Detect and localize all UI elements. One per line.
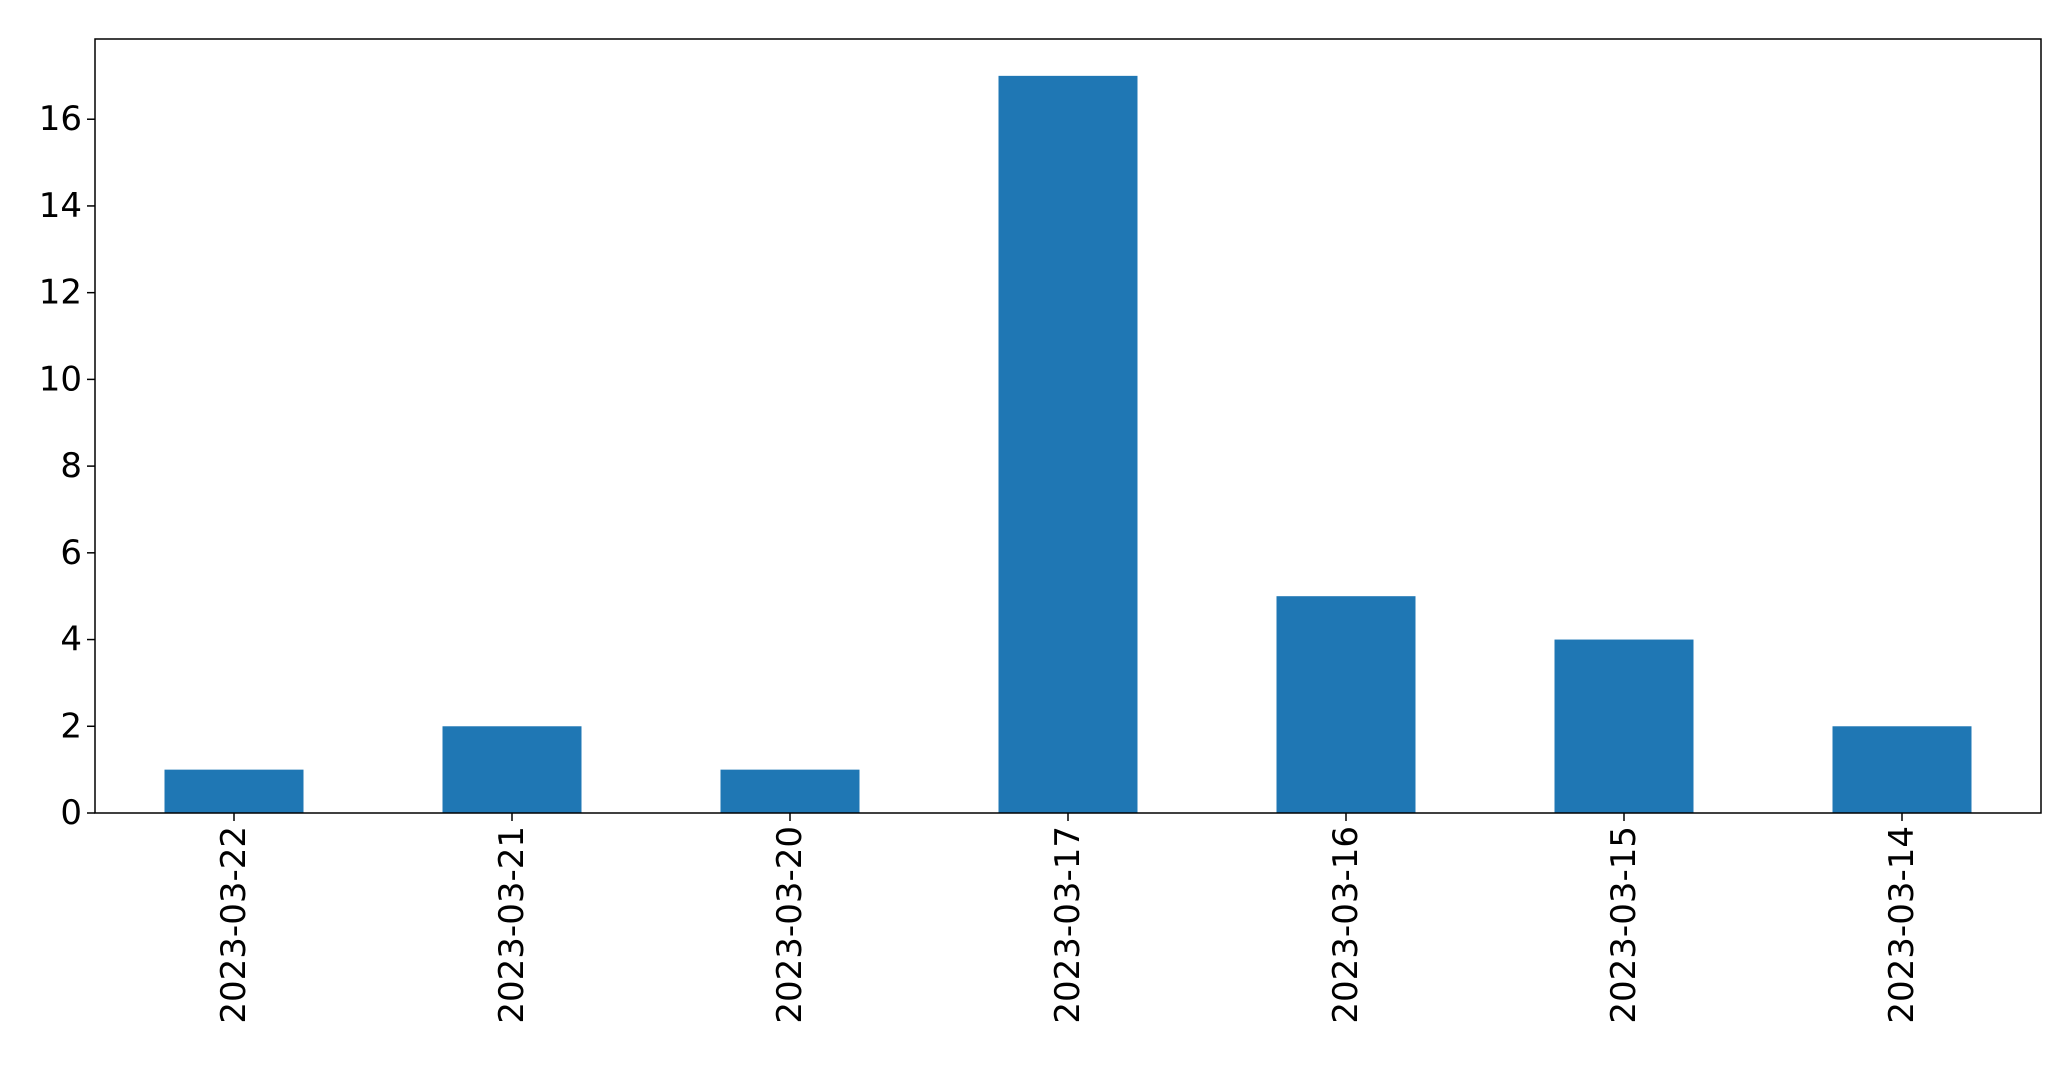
y-tick-label: 0 [60,793,82,833]
bar-2023-03-15 [1554,639,1694,813]
bar-2023-03-14 [1832,726,1972,813]
bar-2023-03-22 [164,769,304,813]
x-tick-label: 2023-03-16 [1326,826,1366,1024]
x-tick-label: 2023-03-15 [1604,826,1644,1024]
y-axis: 0 2 4 6 8 10 12 14 16 [39,99,95,833]
plot-frame [94,38,2042,814]
bar-2023-03-16 [1276,596,1416,813]
x-tick-label: 2023-03-21 [492,826,532,1024]
bars-layer [164,75,1972,814]
x-tick-label: 2023-03-14 [1882,826,1922,1024]
y-tick-label: 8 [60,446,82,486]
y-tick-label: 12 [39,273,82,313]
y-tick-label: 4 [60,620,82,660]
bar-2023-03-21 [442,726,582,813]
y-tick-label: 14 [39,186,82,226]
bar-2023-03-20 [720,769,860,813]
y-tick-label: 6 [60,533,82,573]
x-tick-label: 2023-03-22 [214,826,254,1024]
x-tick-label: 2023-03-20 [770,826,810,1024]
y-tick-label: 16 [39,99,82,139]
x-axis: 2023-03-22 2023-03-21 2023-03-20 2023-03-17… [214,813,1922,1024]
y-tick-label: 2 [60,706,82,746]
y-tick-label: 10 [39,359,82,399]
x-tick-label: 2023-03-17 [1048,826,1088,1024]
bar-2023-03-17 [998,75,1138,814]
